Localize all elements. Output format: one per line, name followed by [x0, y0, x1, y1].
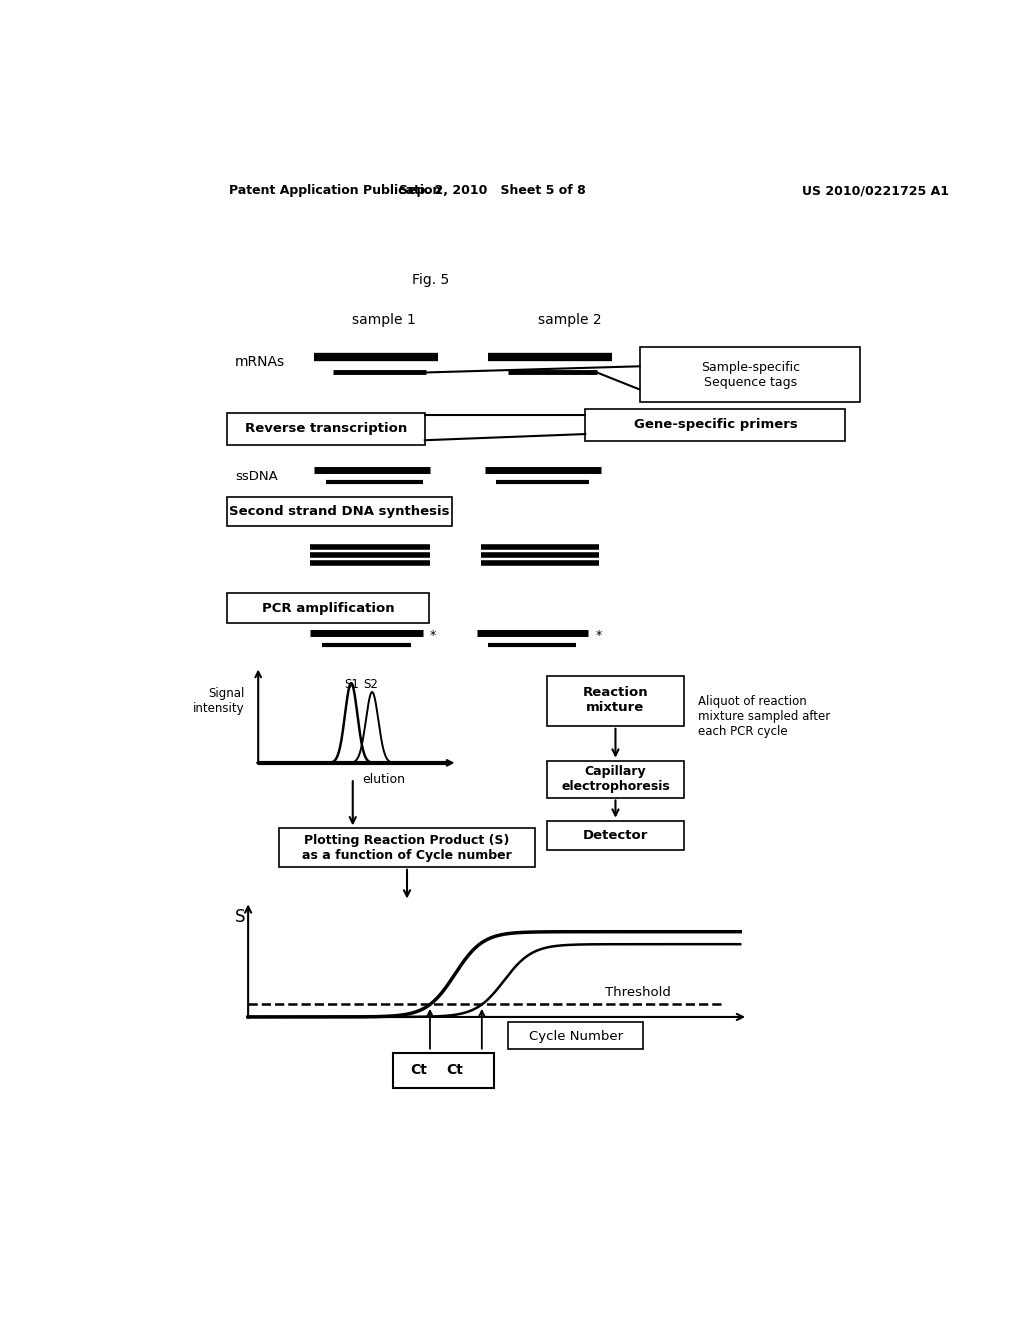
Text: PCR amplification: PCR amplification — [262, 602, 394, 615]
Bar — [227, 498, 452, 527]
Text: elution: elution — [362, 774, 406, 787]
Text: sample 1: sample 1 — [352, 313, 416, 327]
Text: S2: S2 — [364, 678, 378, 692]
Text: Capillary
electrophoresis: Capillary electrophoresis — [561, 766, 670, 793]
Text: Sep. 2, 2010   Sheet 5 of 8: Sep. 2, 2010 Sheet 5 of 8 — [399, 185, 586, 197]
Bar — [393, 1053, 494, 1088]
Text: Patent Application Publication: Patent Application Publication — [228, 185, 441, 197]
Text: *: * — [429, 628, 435, 642]
Bar — [280, 829, 535, 867]
Bar — [547, 760, 684, 797]
Text: Aliquot of reaction
mixture sampled after
each PCR cycle: Aliquot of reaction mixture sampled afte… — [697, 696, 829, 738]
Text: Second strand DNA synthesis: Second strand DNA synthesis — [229, 506, 450, 519]
Bar — [640, 347, 860, 403]
Text: sample 2: sample 2 — [538, 313, 601, 327]
Text: Detector: Detector — [583, 829, 648, 842]
Text: Ct: Ct — [410, 1064, 427, 1077]
Text: Threshold: Threshold — [604, 986, 671, 999]
Text: mRNAs: mRNAs — [234, 355, 285, 370]
Text: US 2010/0221725 A1: US 2010/0221725 A1 — [802, 185, 949, 197]
Bar — [227, 412, 425, 445]
Bar — [586, 409, 845, 441]
Text: Fig. 5: Fig. 5 — [412, 273, 449, 286]
Text: S1: S1 — [344, 678, 358, 692]
Text: *: * — [595, 628, 601, 642]
Bar — [227, 594, 429, 623]
Bar — [547, 821, 684, 850]
Text: Sample-specific
Sequence tags: Sample-specific Sequence tags — [700, 360, 800, 389]
Bar — [508, 1022, 643, 1049]
Text: Plotting Reaction Product (S)
as a function of Cycle number: Plotting Reaction Product (S) as a funct… — [302, 833, 512, 862]
Text: ssDNA: ssDNA — [234, 470, 278, 483]
Bar — [547, 676, 684, 726]
Text: Reverse transcription: Reverse transcription — [246, 422, 408, 436]
Text: Cycle Number: Cycle Number — [528, 1030, 623, 1043]
Text: Ct: Ct — [446, 1064, 463, 1077]
Text: Reaction
mixture: Reaction mixture — [583, 686, 648, 714]
Text: Gene-specific primers: Gene-specific primers — [634, 418, 798, 432]
Text: S: S — [234, 908, 246, 925]
Text: Signal
intensity: Signal intensity — [193, 688, 245, 715]
